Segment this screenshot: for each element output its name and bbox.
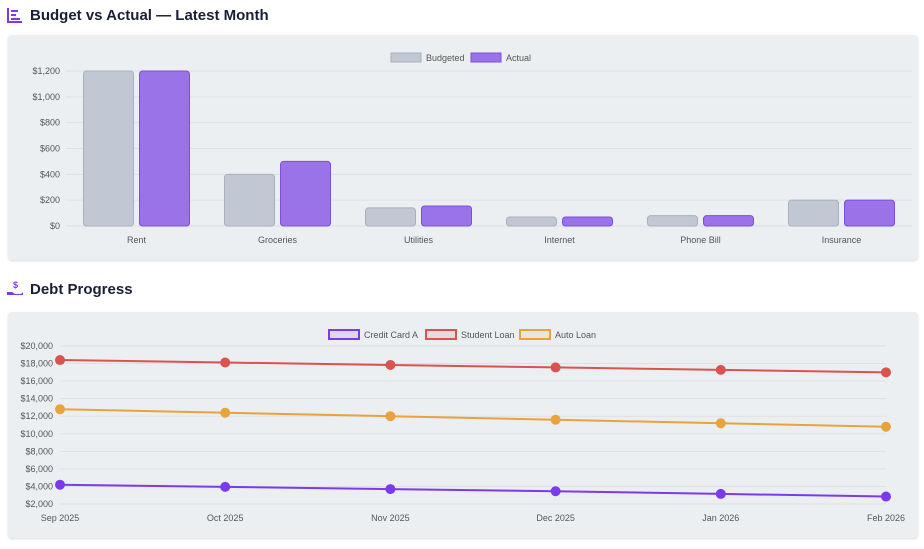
hand-dollar-icon: $ (7, 280, 23, 295)
legend-swatch (390, 52, 422, 63)
x-tick-label: Feb 2026 (867, 513, 905, 523)
series-line (59, 359, 887, 374)
legend-swatch (519, 329, 551, 340)
budget-chart-card: $0 $200 $400 $600 $800 $1,000 $1,200 Rent Grocer… (8, 35, 918, 260)
y-tick-label: $1,000 (32, 92, 60, 102)
data-point (220, 481, 231, 492)
legend-label: Student Loan (461, 330, 515, 340)
y-tick-label: $6,000 (25, 464, 53, 474)
data-point (715, 364, 726, 375)
y-tick-label: $16,000 (20, 376, 53, 386)
y-tick-label: $1,200 (32, 66, 60, 76)
data-point (715, 418, 726, 429)
bar-actual (280, 160, 331, 227)
y-tick-label: $2,000 (25, 499, 53, 509)
legend-swatch (470, 52, 502, 63)
data-point (881, 367, 891, 378)
bar-chart-icon (7, 8, 22, 23)
bar-budgeted (224, 173, 275, 227)
x-tick-label: Groceries (258, 235, 298, 245)
x-tick-label: Internet (544, 235, 575, 245)
debt-line-chart: $2,000 $4,000 $6,000 $8,000 $10,000 $12,000 $1… (20, 329, 905, 523)
debt-section-title: $ Debt Progress (6, 280, 133, 298)
data-point (881, 491, 891, 502)
y-tick-label: $4,000 (25, 481, 53, 491)
bar-actual (139, 70, 190, 227)
bar-actual (703, 215, 754, 227)
y-tick-label: $18,000 (20, 359, 53, 369)
data-point (55, 404, 65, 415)
y-tick-label: $12,000 (20, 411, 53, 421)
y-tick-label: $200 (40, 195, 60, 205)
bar-budgeted (647, 215, 698, 227)
debt-title-text: Debt Progress (30, 280, 133, 298)
data-point (220, 407, 231, 418)
budget-title-text: Budget vs Actual — Latest Month (30, 6, 269, 24)
x-tick-label: Jan 2026 (702, 513, 739, 523)
bar-actual (562, 216, 613, 227)
budget-section-title: Budget vs Actual — Latest Month (6, 6, 269, 24)
data-point (55, 479, 65, 490)
x-tick-label: Utilities (404, 235, 434, 245)
bar-actual (421, 205, 472, 227)
legend-label: Credit Card A (364, 330, 418, 340)
y-tick-label: $10,000 (20, 429, 53, 439)
x-tick-label: Phone Bill (680, 235, 721, 245)
data-point (550, 362, 561, 373)
x-tick-label: Rent (127, 235, 147, 245)
budget-bar-chart: $0 $200 $400 $600 $800 $1,000 $1,200 Rent Grocer… (32, 52, 912, 245)
debt-chart-card: $2,000 $4,000 $6,000 $8,000 $10,000 $12,000 $1… (8, 312, 918, 538)
y-tick-label: $8,000 (25, 446, 53, 456)
bar-budgeted (365, 207, 416, 227)
bar-budgeted (83, 70, 134, 227)
y-tick-label: $800 (40, 118, 60, 128)
x-tick-label: Dec 2025 (536, 513, 575, 523)
x-tick-label: Nov 2025 (371, 513, 410, 523)
x-tick-label: Insurance (822, 235, 862, 245)
data-point (550, 414, 561, 425)
legend-swatch (328, 329, 360, 340)
y-tick-label: $0 (50, 221, 60, 231)
data-point (715, 488, 726, 499)
bar-budgeted (506, 216, 557, 227)
x-tick-label: Sep 2025 (41, 513, 80, 523)
x-tick-label: Oct 2025 (207, 513, 244, 523)
legend-label: Budgeted (426, 53, 465, 63)
data-point (385, 359, 396, 370)
series-line (59, 483, 887, 498)
legend-swatch (425, 329, 457, 340)
data-point (550, 486, 561, 497)
data-point (385, 484, 396, 495)
data-point (55, 355, 65, 366)
y-tick-label: $14,000 (20, 394, 53, 404)
y-tick-label: $20,000 (20, 341, 53, 351)
data-point (220, 357, 231, 368)
svg-text:$: $ (13, 280, 18, 290)
series-line (59, 408, 887, 428)
y-tick-label: $600 (40, 144, 60, 154)
bar-actual (844, 199, 895, 227)
legend-label: Auto Loan (555, 330, 596, 340)
data-point (385, 411, 396, 422)
data-point (881, 421, 891, 432)
bar-budgeted (788, 199, 839, 227)
y-tick-label: $400 (40, 169, 60, 179)
legend-label: Actual (506, 53, 531, 63)
